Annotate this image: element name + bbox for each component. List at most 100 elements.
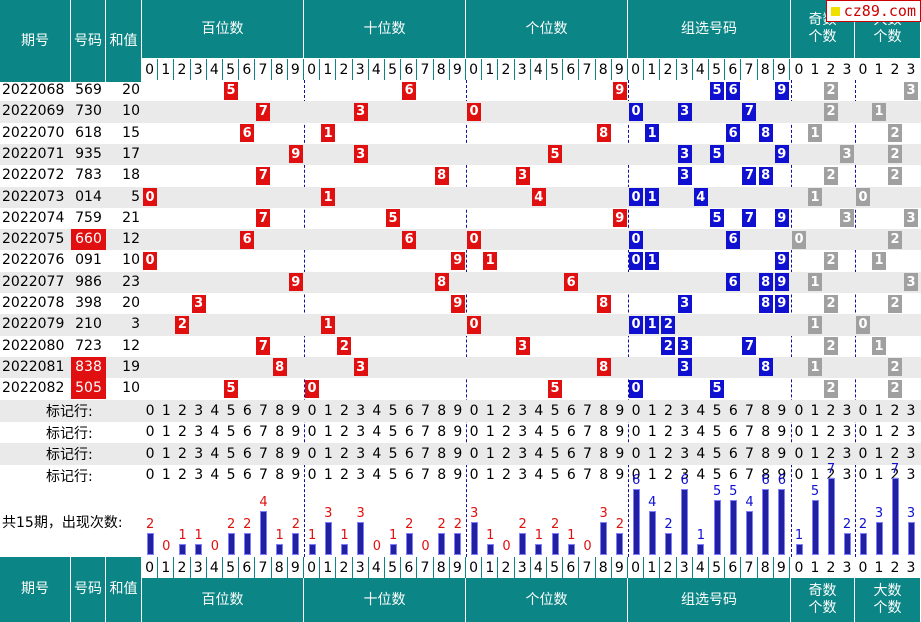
marker-digit[interactable]: 8 bbox=[437, 402, 447, 419]
marker-digit[interactable]: 1 bbox=[485, 424, 495, 440]
marker-digit[interactable]: 6 bbox=[242, 445, 252, 462]
marker-digit[interactable]: 3 bbox=[194, 467, 204, 483]
marker-digit[interactable]: 8 bbox=[275, 445, 285, 462]
marker-digit[interactable]: 8 bbox=[761, 402, 771, 419]
marker-digit[interactable]: 9 bbox=[453, 445, 463, 462]
marker-digit[interactable]: 5 bbox=[388, 402, 398, 419]
marker-digit[interactable]: 6 bbox=[566, 402, 576, 419]
marker-digit[interactable]: 1 bbox=[485, 402, 495, 419]
marker-digit[interactable]: 8 bbox=[761, 445, 771, 462]
marker-digit[interactable]: 5 bbox=[550, 424, 560, 440]
marker-digit[interactable]: 9 bbox=[291, 467, 301, 483]
marker-digit[interactable]: 4 bbox=[696, 424, 706, 440]
marker-digit[interactable]: 1 bbox=[485, 467, 495, 483]
marker-digit[interactable]: 1 bbox=[647, 402, 657, 419]
marker-digit[interactable]: 2 bbox=[340, 467, 349, 483]
marker-digit[interactable]: 3 bbox=[356, 402, 366, 419]
marker-sdigit[interactable]: 2 bbox=[826, 402, 836, 419]
marker-digit[interactable]: 4 bbox=[210, 402, 220, 419]
marker-digit[interactable]: 2 bbox=[502, 424, 511, 440]
marker-digit[interactable]: 1 bbox=[647, 424, 657, 440]
marker-digit[interactable]: 0 bbox=[307, 467, 317, 483]
marker-digit[interactable]: 9 bbox=[615, 467, 625, 483]
marker-digit[interactable]: 9 bbox=[453, 424, 463, 440]
marker-digit[interactable]: 9 bbox=[615, 424, 625, 440]
marker-digit[interactable]: 9 bbox=[453, 467, 463, 483]
marker-digit[interactable]: 3 bbox=[518, 424, 528, 440]
marker-digit[interactable]: 1 bbox=[161, 445, 171, 462]
marker-digit[interactable]: 4 bbox=[372, 445, 382, 462]
marker-digit[interactable]: 7 bbox=[259, 424, 268, 440]
marker-sdigit[interactable]: 1 bbox=[874, 424, 884, 440]
marker-digit[interactable]: 4 bbox=[210, 467, 220, 483]
marker-sdigit[interactable]: 2 bbox=[890, 467, 900, 483]
marker-sdigit[interactable]: 3 bbox=[906, 445, 916, 462]
marker-sdigit[interactable]: 1 bbox=[810, 402, 820, 419]
marker-digit[interactable]: 6 bbox=[728, 424, 738, 440]
marker-digit[interactable]: 1 bbox=[161, 467, 171, 483]
marker-sdigit[interactable]: 0 bbox=[858, 402, 868, 419]
marker-sdigit[interactable]: 2 bbox=[890, 424, 900, 440]
marker-sdigit[interactable]: 2 bbox=[826, 445, 836, 462]
marker-digit[interactable]: 0 bbox=[469, 424, 479, 440]
marker-digit[interactable]: 1 bbox=[323, 402, 333, 419]
marker-digit[interactable]: 9 bbox=[777, 402, 787, 419]
marker-digit[interactable]: 4 bbox=[372, 402, 382, 419]
marker-digit[interactable]: 6 bbox=[404, 445, 414, 462]
marker-digit[interactable]: 1 bbox=[161, 424, 171, 440]
marker-sdigit[interactable]: 3 bbox=[842, 467, 852, 483]
marker-digit[interactable]: 2 bbox=[178, 402, 187, 419]
marker-sdigit[interactable]: 2 bbox=[826, 424, 836, 440]
marker-digit[interactable]: 3 bbox=[680, 467, 690, 483]
marker-sdigit[interactable]: 0 bbox=[858, 467, 868, 483]
marker-digit[interactable]: 2 bbox=[340, 445, 349, 462]
marker-digit[interactable]: 9 bbox=[291, 424, 301, 440]
marker-digit[interactable]: 0 bbox=[145, 424, 155, 440]
marker-digit[interactable]: 0 bbox=[145, 467, 155, 483]
marker-digit[interactable]: 2 bbox=[502, 402, 511, 419]
marker-digit[interactable]: 7 bbox=[583, 467, 592, 483]
marker-digit[interactable]: 9 bbox=[615, 402, 625, 419]
marker-digit[interactable]: 6 bbox=[566, 445, 576, 462]
marker-digit[interactable]: 2 bbox=[664, 467, 673, 483]
marker-digit[interactable]: 9 bbox=[777, 445, 787, 462]
marker-digit[interactable]: 5 bbox=[550, 467, 560, 483]
marker-digit[interactable]: 6 bbox=[728, 402, 738, 419]
marker-sdigit[interactable]: 3 bbox=[842, 402, 852, 419]
marker-sdigit[interactable]: 0 bbox=[858, 424, 868, 440]
marker-sdigit[interactable]: 1 bbox=[810, 467, 820, 483]
marker-sdigit[interactable]: 0 bbox=[794, 445, 804, 462]
marker-digit[interactable]: 7 bbox=[745, 424, 754, 440]
marker-digit[interactable]: 5 bbox=[226, 445, 236, 462]
marker-digit[interactable]: 5 bbox=[550, 402, 560, 419]
marker-sdigit[interactable]: 3 bbox=[906, 402, 916, 419]
marker-digit[interactable]: 3 bbox=[356, 445, 366, 462]
marker-digit[interactable]: 6 bbox=[242, 424, 252, 440]
marker-digit[interactable]: 1 bbox=[161, 402, 171, 419]
marker-digit[interactable]: 2 bbox=[664, 445, 673, 462]
marker-digit[interactable]: 0 bbox=[307, 402, 317, 419]
marker-digit[interactable]: 2 bbox=[502, 467, 511, 483]
marker-digit[interactable]: 7 bbox=[745, 467, 754, 483]
marker-sdigit[interactable]: 0 bbox=[794, 467, 804, 483]
marker-digit[interactable]: 4 bbox=[696, 402, 706, 419]
marker-digit[interactable]: 5 bbox=[712, 402, 722, 419]
marker-digit[interactable]: 6 bbox=[566, 424, 576, 440]
site-logo[interactable]: cz89.com bbox=[826, 0, 921, 22]
marker-digit[interactable]: 0 bbox=[631, 402, 641, 419]
marker-sdigit[interactable]: 3 bbox=[842, 424, 852, 440]
marker-sdigit[interactable]: 3 bbox=[906, 424, 916, 440]
marker-digit[interactable]: 6 bbox=[404, 402, 414, 419]
marker-digit[interactable]: 4 bbox=[210, 445, 220, 462]
marker-digit[interactable]: 6 bbox=[404, 467, 414, 483]
marker-digit[interactable]: 4 bbox=[372, 467, 382, 483]
marker-digit[interactable]: 0 bbox=[307, 424, 317, 440]
marker-digit[interactable]: 5 bbox=[712, 467, 722, 483]
marker-digit[interactable]: 5 bbox=[226, 467, 236, 483]
marker-digit[interactable]: 6 bbox=[404, 424, 414, 440]
marker-digit[interactable]: 8 bbox=[599, 402, 609, 419]
marker-sdigit[interactable]: 2 bbox=[890, 402, 900, 419]
marker-digit[interactable]: 1 bbox=[323, 467, 333, 483]
marker-digit[interactable]: 3 bbox=[680, 424, 690, 440]
marker-digit[interactable]: 8 bbox=[599, 467, 609, 483]
